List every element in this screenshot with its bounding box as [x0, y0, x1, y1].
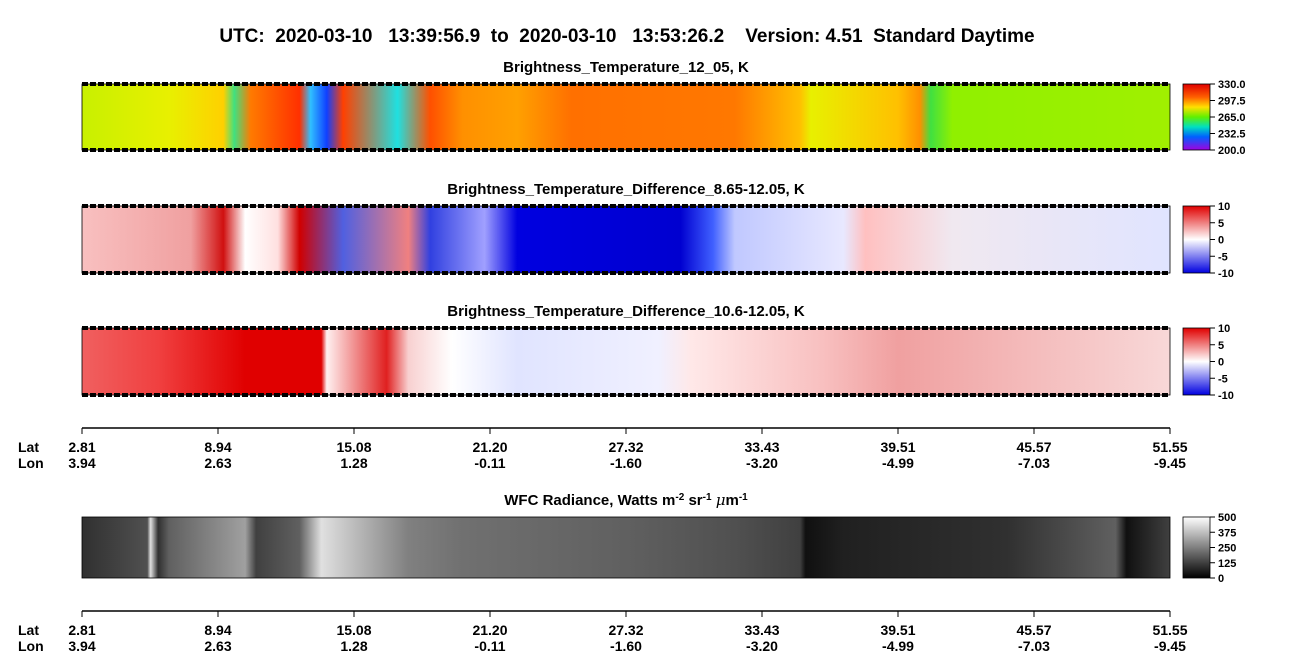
colorbar-label: 200.0: [1218, 145, 1246, 157]
colorbar-label: 0: [1218, 357, 1224, 369]
colorbar: [1182, 83, 1211, 151]
colorbar-label: 5: [1218, 340, 1224, 352]
lon-tick-label: -3.20: [746, 455, 778, 471]
lat-tick-label: 27.32: [608, 622, 643, 638]
lon-tick-label: -7.03: [1018, 638, 1050, 654]
lon-tick-label: 3.94: [68, 455, 95, 471]
lat-tick-label: 8.94: [204, 622, 231, 638]
swath-image: [81, 205, 1171, 274]
lon-tick-label: 3.94: [68, 638, 95, 654]
lon-tick-label: 2.63: [204, 455, 231, 471]
panel-title: Brightness_Temperature_Difference_8.65-1…: [447, 181, 805, 198]
lat-tick-label: 39.51: [880, 439, 915, 455]
colorbar-label: 10: [1218, 323, 1230, 335]
lat-tick-label: 8.94: [204, 439, 231, 455]
title-part: m: [725, 492, 738, 509]
lat-tick-label: 39.51: [880, 622, 915, 638]
lon-tick-label: -4.99: [882, 455, 914, 471]
lon-tick-label: -9.45: [1154, 638, 1186, 654]
lon-tick-label: -4.99: [882, 638, 914, 654]
panel-title: Brightness_Temperature_12_05, K: [503, 59, 749, 76]
lon-label: Lon: [18, 638, 44, 654]
swath-image: [81, 327, 1171, 396]
lon-tick-label: 1.28: [340, 638, 367, 654]
lat-tick-label: 21.20: [472, 439, 507, 455]
title-part: -1: [703, 492, 712, 503]
lat-tick-label: 2.81: [68, 439, 95, 455]
title-part: WFC Radiance, Watts m: [504, 492, 675, 509]
colorbar-label: 0: [1218, 573, 1224, 585]
colorbar-label: 500: [1218, 512, 1236, 524]
lon-tick-label: -3.20: [746, 638, 778, 654]
lon-tick-label: -7.03: [1018, 455, 1050, 471]
lat-tick-label: 27.32: [608, 439, 643, 455]
colorbar-label: 10: [1218, 201, 1230, 213]
panel-title: Brightness_Temperature_Difference_10.6-1…: [447, 303, 805, 320]
lat-tick-label: 21.20: [472, 622, 507, 638]
figure-title: UTC: 2020-03-10 13:39:56.9 to 2020-03-10…: [219, 26, 1034, 47]
colorbar-label: -5: [1218, 373, 1228, 385]
lon-tick-label: -1.60: [610, 638, 642, 654]
lat-tick-label: 45.57: [1016, 622, 1051, 638]
swath-image: [81, 516, 1171, 579]
lat-tick-label: 15.08: [336, 622, 371, 638]
colorbar-label: 125: [1218, 558, 1236, 570]
swath-image: [81, 83, 1171, 151]
lon-tick-label: 2.63: [204, 638, 231, 654]
lon-tick-label: -0.11: [474, 638, 505, 654]
lat-label: Lat: [18, 622, 39, 638]
lat-tick-label: 45.57: [1016, 439, 1051, 455]
colorbar-label: 265.0: [1218, 112, 1246, 124]
colorbar-label: 5: [1218, 218, 1224, 230]
lon-tick-label: -1.60: [610, 455, 642, 471]
lon-tick-label: 1.28: [340, 455, 367, 471]
title-part: μ: [716, 491, 726, 509]
colorbar-label: 0: [1218, 235, 1224, 247]
colorbar: [1182, 327, 1211, 396]
colorbar-label: 250: [1218, 543, 1236, 555]
title-part: -2: [675, 492, 684, 503]
lat-tick-label: 33.43: [744, 439, 779, 455]
title-part: sr: [684, 492, 703, 509]
lat-tick-label: 2.81: [68, 622, 95, 638]
lon-tick-label: -9.45: [1154, 455, 1186, 471]
colorbar-label: 375: [1218, 527, 1236, 539]
colorbar: [1182, 205, 1211, 274]
lat-tick-label: 51.55: [1152, 622, 1187, 638]
panel-title: WFC Radiance, Watts m-2 sr-1 μm-1: [504, 491, 748, 509]
lat-tick-label: 33.43: [744, 622, 779, 638]
lat-label: Lat: [18, 439, 39, 455]
colorbar-label: -10: [1218, 390, 1234, 402]
colorbar-label: -10: [1218, 268, 1234, 280]
lon-tick-label: -0.11: [474, 455, 505, 471]
colorbar-label: 297.5: [1218, 96, 1246, 108]
colorbar-label: 330.0: [1218, 79, 1246, 91]
lon-label: Lon: [18, 455, 44, 471]
colorbar-label: -5: [1218, 251, 1228, 263]
lat-tick-label: 51.55: [1152, 439, 1187, 455]
lat-tick-label: 15.08: [336, 439, 371, 455]
colorbar-label: 232.5: [1218, 129, 1246, 141]
title-part: -1: [739, 492, 748, 503]
colorbar: [1182, 516, 1211, 579]
